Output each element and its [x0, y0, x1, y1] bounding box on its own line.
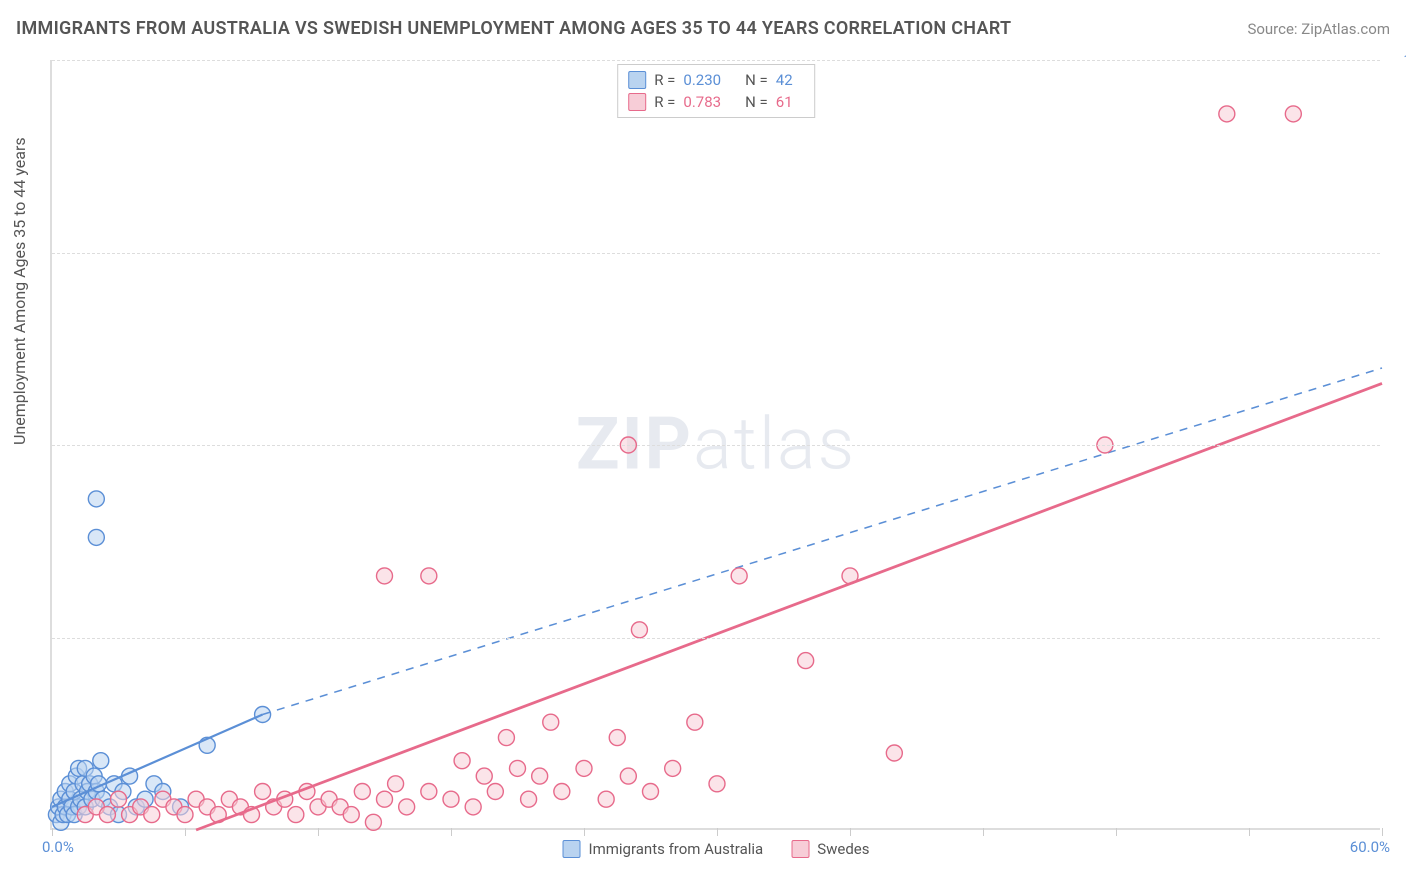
- x-axis-min-label: 0.0%: [42, 838, 74, 856]
- gridline: [52, 445, 1380, 446]
- data-point: [354, 784, 370, 800]
- legend-swatch: [791, 840, 809, 858]
- data-point: [144, 807, 160, 823]
- trendline: [196, 383, 1382, 830]
- data-point: [576, 760, 592, 776]
- data-point: [554, 784, 570, 800]
- x-tick: [717, 828, 718, 836]
- stats-row: R =0.230 N =42: [628, 69, 804, 91]
- trendline-dashed: [263, 368, 1382, 715]
- data-point: [93, 753, 109, 769]
- legend-swatch: [563, 840, 581, 858]
- legend-item: Immigrants from Australia: [563, 840, 764, 858]
- legend-item: Swedes: [791, 840, 869, 858]
- data-point: [798, 653, 814, 669]
- data-point: [343, 807, 359, 823]
- data-point: [454, 753, 470, 769]
- data-point: [487, 784, 503, 800]
- legend-label: Immigrants from Australia: [589, 840, 764, 858]
- x-tick: [52, 828, 53, 836]
- y-axis-label: Unemployment Among Ages 35 to 44 years: [10, 137, 29, 445]
- data-point: [631, 622, 647, 638]
- x-tick: [1249, 828, 1250, 836]
- data-point: [665, 760, 681, 776]
- x-tick: [850, 828, 851, 836]
- data-point: [498, 730, 514, 746]
- gridline: [52, 253, 1380, 254]
- data-point: [288, 807, 304, 823]
- x-tick: [1382, 828, 1383, 836]
- data-point: [388, 776, 404, 792]
- data-point: [465, 799, 481, 815]
- data-point: [643, 784, 659, 800]
- x-tick: [318, 828, 319, 836]
- chart-svg: [52, 60, 1380, 828]
- data-point: [609, 730, 625, 746]
- x-tick: [584, 828, 585, 836]
- chart-title: IMMIGRANTS FROM AUSTRALIA VS SWEDISH UNE…: [16, 18, 1011, 39]
- legend-swatch: [628, 71, 646, 89]
- data-point: [709, 776, 725, 792]
- x-axis-max-label: 60.0%: [1350, 838, 1390, 856]
- data-point: [88, 491, 104, 507]
- x-tick: [451, 828, 452, 836]
- data-point: [886, 745, 902, 761]
- data-point: [88, 529, 104, 545]
- scatter-plot: ZIPatlas 0.0% 60.0% R =0.230 N =42R =0.7…: [50, 60, 1380, 830]
- data-point: [476, 768, 492, 784]
- data-point: [399, 799, 415, 815]
- gridline: [52, 60, 1380, 61]
- data-point: [1219, 106, 1235, 122]
- x-tick: [185, 828, 186, 836]
- data-point: [421, 784, 437, 800]
- data-point: [377, 568, 393, 584]
- stats-row: R =0.783 N =61: [628, 91, 804, 113]
- data-point: [255, 784, 271, 800]
- data-point: [99, 807, 115, 823]
- data-point: [687, 714, 703, 730]
- chart-legend: Immigrants from Australia Swedes: [563, 840, 870, 858]
- data-point: [510, 760, 526, 776]
- data-point: [111, 791, 127, 807]
- data-point: [521, 791, 537, 807]
- data-point: [731, 568, 747, 584]
- data-point: [365, 814, 381, 830]
- data-point: [543, 714, 559, 730]
- correlation-stats-box: R =0.230 N =42R =0.783 N =61: [617, 64, 815, 118]
- source-attribution: Source: ZipAtlas.com: [1247, 20, 1390, 38]
- x-tick: [983, 828, 984, 836]
- gridline: [52, 638, 1380, 639]
- data-point: [532, 768, 548, 784]
- data-point: [1285, 106, 1301, 122]
- data-point: [377, 791, 393, 807]
- x-tick: [1116, 828, 1117, 836]
- legend-label: Swedes: [817, 840, 869, 858]
- data-point: [620, 768, 636, 784]
- data-point: [177, 807, 193, 823]
- data-point: [598, 791, 614, 807]
- data-point: [443, 791, 459, 807]
- data-point: [421, 568, 437, 584]
- legend-swatch: [628, 93, 646, 111]
